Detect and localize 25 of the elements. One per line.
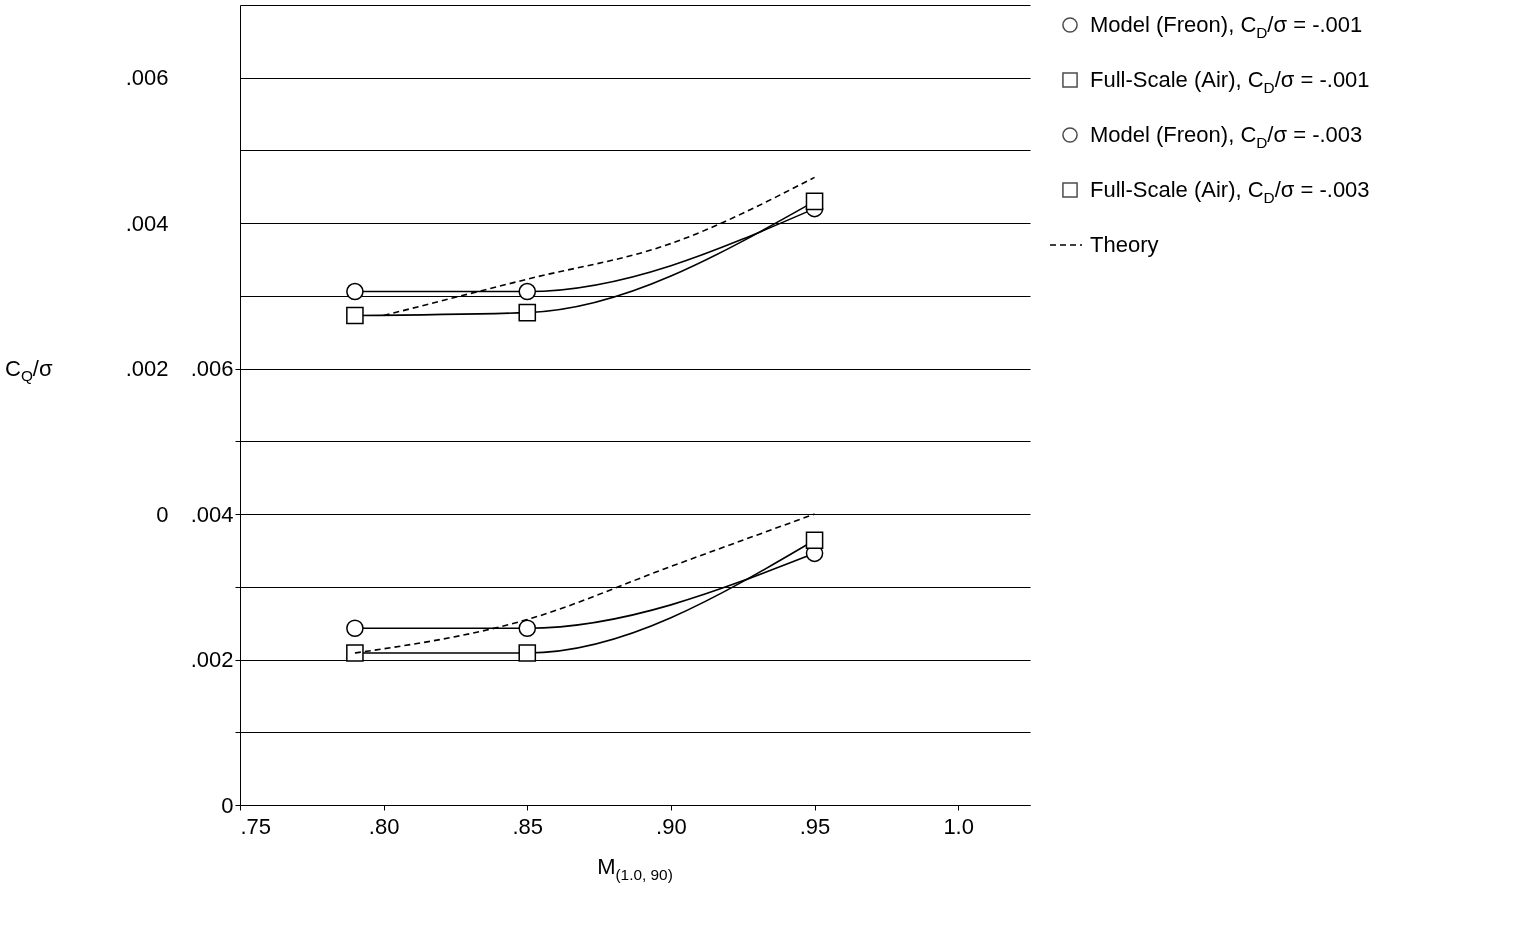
x-tick-label: .75 — [240, 813, 272, 839]
point — [346, 306, 364, 325]
point — [518, 282, 537, 301]
x-tick-label: .90 — [656, 813, 687, 839]
y-tick-label: .002 — [125, 356, 169, 382]
point — [346, 619, 364, 638]
y2-tick-label: .006 — [190, 356, 234, 382]
point — [518, 303, 537, 322]
x-tick-label: 1.0 — [943, 813, 974, 839]
point — [805, 531, 824, 550]
point — [805, 192, 824, 211]
x-tick-label: .85 — [512, 813, 544, 839]
x-tick-label: .95 — [799, 813, 831, 839]
point — [518, 644, 537, 662]
legend-label: Theory — [1090, 232, 1159, 257]
y-tick-label: 0 — [156, 501, 169, 527]
y-tick-label: .006 — [125, 65, 169, 91]
y2-tick-label: .004 — [190, 501, 234, 527]
point — [518, 619, 537, 638]
point — [346, 644, 364, 662]
y2-tick-label: 0 — [221, 792, 234, 818]
point — [346, 282, 364, 301]
x-tick-label: .80 — [368, 813, 400, 839]
y2-tick-label: .002 — [190, 647, 234, 673]
y-tick-label: .004 — [125, 210, 169, 236]
